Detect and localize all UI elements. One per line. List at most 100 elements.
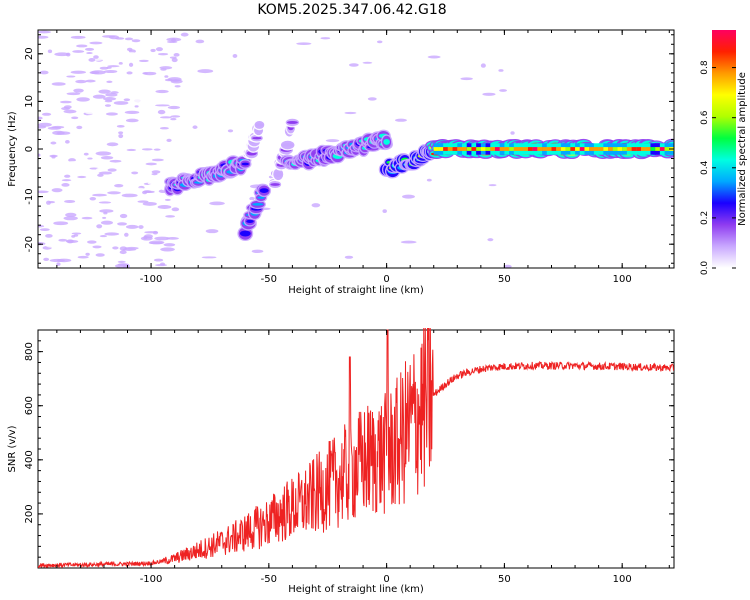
carrier-band-core [480, 147, 487, 151]
snr-yaxis: 200 400 600 800 [24, 329, 674, 558]
carrier-band-core [579, 147, 585, 151]
spectrogram-noise [382, 209, 387, 213]
carrier-band-core [452, 147, 458, 151]
spectrogram-noise [123, 98, 131, 102]
spectrogram-noise [264, 67, 270, 71]
spectrogram-noise [141, 148, 153, 151]
carrier-band-core [509, 147, 515, 151]
spectrogram-noise [49, 258, 65, 263]
spectrogram-noise [46, 244, 61, 248]
spectrogram-noise [92, 245, 102, 249]
spectrogram-noise [142, 190, 152, 194]
spectrogram-noise [43, 250, 49, 254]
spectrogram-noise [139, 59, 149, 63]
spectrogram-noise [232, 54, 238, 59]
carrier-band-core [655, 147, 661, 151]
spectrogram-noise [83, 177, 92, 180]
carrier-band-core [518, 147, 524, 151]
spectrogram-noise [63, 216, 78, 221]
spectrogram-noise [118, 62, 123, 65]
spectrogram-noise [154, 236, 170, 241]
spectrogram-noise [72, 50, 85, 53]
spectrogram-noise [118, 133, 124, 139]
spectrogram-noise [155, 89, 169, 94]
spectrogram-noise [117, 260, 126, 263]
spectrogram-noise [58, 238, 68, 242]
spectrogram-noise [498, 69, 504, 72]
spectrogram-noise [157, 52, 169, 56]
spectrogram-noise [51, 58, 62, 62]
spectrogram-noise [122, 265, 130, 268]
spectrogram-noise [86, 114, 100, 118]
spectrogram-noise [158, 153, 168, 157]
spectrogram-noise [115, 37, 125, 40]
spectrogram-noise [71, 244, 78, 248]
spectrogram-noise [106, 80, 113, 83]
carrier-band-core [447, 147, 454, 151]
spectrogram-noise [38, 30, 51, 34]
spectrogram-noise [150, 48, 156, 53]
colorbar-tick-label: 0.2 [700, 211, 710, 225]
spectrogram-noise [59, 100, 72, 104]
spectrogram-noise [427, 55, 441, 59]
carrier-band-core [664, 147, 670, 151]
spectrogram-noise [160, 247, 175, 252]
carrier-band-core [443, 147, 449, 151]
spectrogram-noise [460, 77, 473, 81]
spectrogram-noise [87, 240, 97, 244]
spectrogram-noise [124, 232, 129, 237]
spectrogram-noise [65, 139, 70, 144]
x-tick-label: 0 [383, 574, 389, 585]
spectrogram-noise [142, 72, 148, 75]
spectrogram-noise [134, 105, 139, 108]
colorbar-gradient [712, 30, 736, 268]
spectrogram-noise [41, 42, 46, 46]
spectrogram-noise [100, 156, 114, 160]
spectrogram-noise [55, 68, 61, 73]
carrier-band-core [490, 147, 496, 151]
spectrogram-noise [478, 80, 491, 84]
spectrogram-noise [92, 94, 106, 99]
spectrogram-noise [99, 235, 108, 238]
spectrogram-noise [163, 243, 176, 247]
spectrogram-noise [66, 92, 81, 96]
spectrogram-noise [125, 224, 139, 229]
spectrogram-xlabel: Height of straight line (km) [288, 285, 424, 296]
spectrogram-noise [163, 201, 169, 205]
spectrogram-noise [487, 238, 494, 242]
spectrogram-noise [73, 234, 79, 237]
spectrogram-noise [98, 89, 111, 94]
spectrogram-core [255, 123, 264, 127]
spectrogram-noise [107, 168, 117, 172]
carrier-band-core [593, 147, 600, 151]
spectrogram-noise [51, 125, 65, 129]
spectrogram-noise [143, 104, 154, 108]
spectrogram-noise [40, 139, 45, 142]
spectrogram-noise [227, 129, 234, 133]
spectrogram-noise [39, 51, 50, 56]
spectrogram-yaxis: -20 -10 0 10 20 [24, 34, 674, 264]
spectrogram-noise [159, 127, 169, 130]
carrier-band-core [674, 147, 679, 151]
colorbar: 0.0 0.2 0.4 0.6 0.8 Normalized spectral ampl… [700, 30, 748, 275]
snr-xaxis: -100 -50 0 50 100 [56, 330, 670, 585]
spectrogram-noise [107, 191, 121, 195]
spectrogram-noise [131, 171, 139, 175]
carrier-band-core [513, 147, 520, 151]
carrier-band-core [584, 147, 590, 151]
spectrogram-noise [50, 141, 57, 145]
carrier-band-core [612, 147, 618, 151]
spectrogram-noise [392, 234, 400, 237]
spectrogram-noise [120, 171, 127, 175]
spectrogram-noise [89, 41, 103, 45]
carrier-band-core [466, 147, 472, 151]
carrier-band-core [622, 147, 628, 151]
spectrogram-noise [52, 130, 65, 136]
spectrogram-noise [161, 223, 172, 227]
spectrogram-noise [490, 186, 496, 191]
spectrogram-noise [123, 138, 134, 143]
spectrogram-noise [61, 183, 70, 187]
y-tick-label: 600 [24, 396, 35, 415]
spectrogram-core [270, 183, 280, 186]
spectrogram-noise [153, 258, 164, 262]
